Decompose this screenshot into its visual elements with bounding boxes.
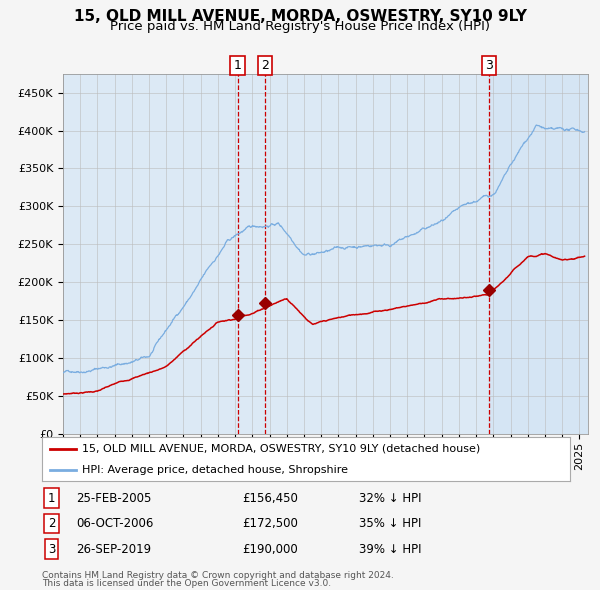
Bar [489,74,588,434]
Text: HPI: Average price, detached house, Shropshire: HPI: Average price, detached house, Shro… [82,465,347,475]
Text: 15, OLD MILL AVENUE, MORDA, OSWESTRY, SY10 9LY (detached house): 15, OLD MILL AVENUE, MORDA, OSWESTRY, SY… [82,444,480,454]
Text: 2: 2 [262,59,269,72]
Text: £156,450: £156,450 [242,491,299,504]
Text: 35% ↓ HPI: 35% ↓ HPI [359,517,421,530]
Text: 25-FEB-2005: 25-FEB-2005 [76,491,152,504]
Text: 32% ↓ HPI: 32% ↓ HPI [359,491,421,504]
Text: £190,000: £190,000 [242,543,298,556]
Text: £172,500: £172,500 [242,517,299,530]
Text: 1: 1 [233,59,241,72]
Text: 3: 3 [48,543,55,556]
Text: 06-OCT-2006: 06-OCT-2006 [76,517,154,530]
Text: 1: 1 [48,491,55,504]
Text: 26-SEP-2019: 26-SEP-2019 [76,543,151,556]
Text: 39% ↓ HPI: 39% ↓ HPI [359,543,421,556]
Text: 15, OLD MILL AVENUE, MORDA, OSWESTRY, SY10 9LY: 15, OLD MILL AVENUE, MORDA, OSWESTRY, SY… [74,9,527,24]
Text: 2: 2 [48,517,55,530]
Text: This data is licensed under the Open Government Licence v3.0.: This data is licensed under the Open Gov… [42,579,331,588]
Text: Price paid vs. HM Land Registry's House Price Index (HPI): Price paid vs. HM Land Registry's House … [110,20,490,33]
Text: 3: 3 [485,59,493,72]
Text: Contains HM Land Registry data © Crown copyright and database right 2024.: Contains HM Land Registry data © Crown c… [42,571,394,579]
